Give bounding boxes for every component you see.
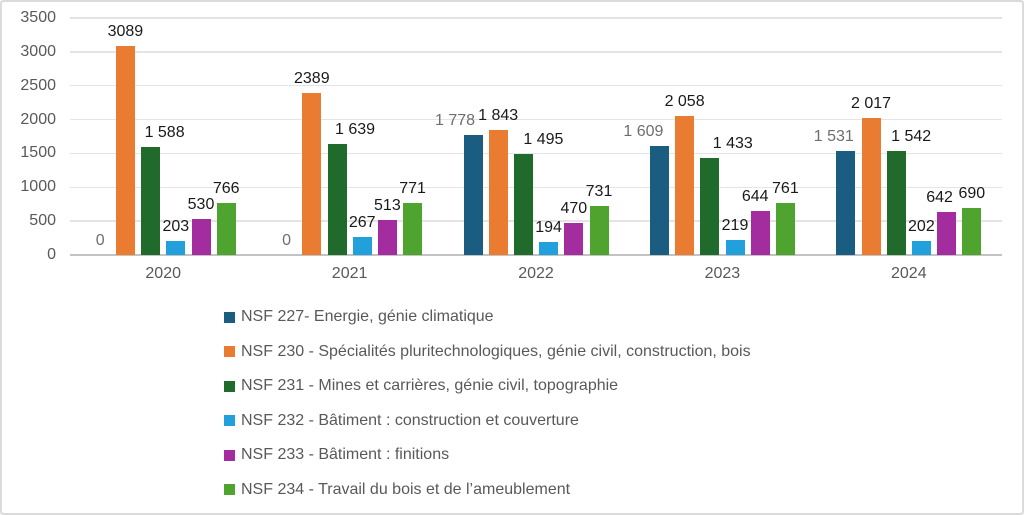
data-label: 1 639 — [334, 121, 376, 139]
data-label: 203 — [162, 218, 190, 236]
data-label: 1 588 — [144, 124, 185, 142]
data-label: 1 495 — [523, 130, 564, 148]
data-label: 1 433 — [712, 134, 753, 152]
gridline-500 — [70, 220, 1002, 222]
legend-swatch-icon — [224, 449, 235, 461]
x-axis-category-label: 2021 — [331, 265, 368, 282]
bar-series5-2023 — [750, 211, 770, 255]
bar-series4-2021 — [352, 236, 372, 255]
bar-series2-2022 — [488, 130, 508, 255]
legend-item-1: NSF 227- Energie, génie climatique — [224, 308, 494, 326]
x-axis-category-label: 2024 — [891, 265, 927, 282]
data-label: 194 — [535, 218, 562, 236]
bar-series6-2021 — [403, 202, 423, 255]
legend-label: NSF 231 - Mines et carrières, génie civi… — [241, 377, 619, 394]
bar-series5-2021 — [377, 220, 397, 255]
y-axis-tick-label: 1000 — [20, 178, 56, 196]
bar-series2-2021 — [302, 93, 322, 255]
data-label: 530 — [187, 196, 215, 214]
legend-label: NSF 233 - Bâtiment : finitions — [241, 446, 450, 463]
legend-swatch-icon — [224, 311, 235, 323]
data-label: 0 — [95, 232, 105, 249]
legend-item-3: NSF 231 - Mines et carrières, génie civi… — [224, 377, 618, 395]
data-label: 1 843 — [478, 107, 519, 125]
y-axis-tick-label: 2500 — [20, 76, 56, 94]
data-label: 1 542 — [891, 127, 932, 145]
data-label: 1 531 — [813, 128, 854, 146]
y-axis-tick-label: 3000 — [20, 42, 56, 60]
bar-series6-2020 — [216, 203, 236, 255]
bar-series5-2024 — [937, 211, 957, 255]
data-label: 470 — [560, 200, 588, 218]
data-label: 761 — [772, 180, 799, 198]
bar-series4-2020 — [166, 241, 186, 255]
data-label: 219 — [721, 217, 749, 235]
legend-label: NSF 234 - Travail du bois et de l’ameubl… — [241, 480, 571, 498]
x-axis-category-label: 2022 — [518, 265, 554, 282]
gridline-3500 — [70, 17, 1002, 19]
legend-item-6: NSF 234 - Travail du bois et de l’ameubl… — [224, 481, 570, 499]
bar-series1-2022 — [463, 134, 483, 255]
bar-series3-2021 — [327, 144, 347, 255]
bar-series5-2020 — [191, 219, 211, 255]
legend-swatch-icon — [224, 415, 235, 426]
bar-series6-2024 — [962, 208, 982, 255]
legend-item-4: NSF 232 - Bâtiment : construction et cou… — [224, 412, 579, 430]
legend-swatch-icon — [224, 484, 235, 495]
legend-swatch-icon — [224, 380, 235, 392]
gridline-2000 — [70, 118, 1002, 121]
x-axis-category-label: 2023 — [704, 265, 741, 282]
bar-series1-2023 — [649, 146, 669, 255]
bar-series4-2023 — [725, 240, 745, 255]
bar-series6-2022 — [589, 205, 609, 255]
data-label: 731 — [585, 182, 613, 200]
bar-series3-2020 — [141, 147, 161, 255]
data-label: 513 — [374, 197, 401, 215]
data-label: 3089 — [107, 22, 144, 40]
bar-series2-2024 — [861, 118, 881, 255]
legend-label: NSF 232 - Bâtiment : construction et cou… — [241, 411, 579, 429]
data-label: 2 058 — [664, 92, 705, 110]
y-axis-tick-label: 500 — [29, 212, 56, 230]
bar-series3-2022 — [513, 153, 533, 255]
data-label: 766 — [212, 180, 240, 198]
y-axis-tick-label: 2000 — [20, 110, 56, 128]
data-label: 1 609 — [623, 123, 664, 141]
gridline-1500 — [70, 152, 1002, 155]
bar-series2-2020 — [115, 45, 135, 255]
data-label: 2 017 — [850, 95, 892, 113]
data-label: 771 — [399, 179, 426, 197]
y-axis-tick-label: 3500 — [20, 9, 56, 26]
y-axis-tick-label: 0 — [47, 246, 56, 263]
bar-series4-2024 — [911, 241, 931, 255]
bar-series4-2022 — [539, 241, 559, 255]
bar-series5-2022 — [564, 223, 584, 255]
data-label: 644 — [741, 188, 769, 206]
data-label: 2389 — [294, 70, 330, 88]
bar-series6-2023 — [775, 203, 795, 255]
legend-label: NSF 227- Energie, génie climatique — [241, 308, 494, 325]
gridline-2500 — [70, 84, 1002, 87]
data-label: 0 — [282, 232, 292, 249]
legend-item-5: NSF 233 - Bâtiment : finitions — [224, 446, 449, 464]
data-label: 267 — [348, 213, 376, 231]
gridline-1000 — [70, 186, 1002, 189]
x-axis-line — [70, 254, 1002, 256]
legend-label: NSF 230 - Spécialités pluritechnologique… — [241, 342, 751, 360]
bar-series3-2023 — [700, 157, 720, 255]
data-label: 202 — [908, 218, 935, 236]
bar-series2-2023 — [675, 115, 695, 255]
data-label: 642 — [926, 188, 953, 206]
data-label: 690 — [958, 185, 986, 203]
legend-item-2: NSF 230 - Spécialités pluritechnologique… — [224, 343, 751, 361]
gridline-3000 — [70, 51, 1002, 53]
x-axis-category-label: 2020 — [145, 265, 181, 282]
y-axis-tick-label: 1500 — [20, 144, 56, 162]
bar-series1-2024 — [836, 151, 856, 255]
data-label: 1 778 — [434, 111, 476, 129]
bar-series3-2024 — [886, 150, 906, 255]
legend-swatch-icon — [224, 346, 235, 357]
